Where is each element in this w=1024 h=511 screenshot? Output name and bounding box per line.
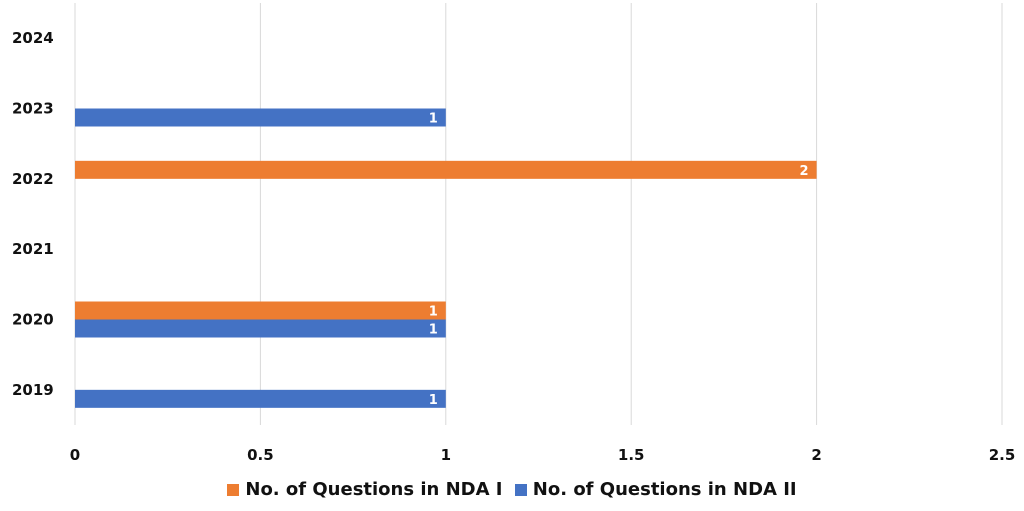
- bar-nda-2-2023[interactable]: [75, 108, 446, 127]
- bar-nda-2-2019[interactable]: [75, 389, 446, 408]
- gridlines: [74, 3, 1003, 425]
- y-tick-label: 2023: [12, 100, 54, 118]
- y-tick-label: 2020: [12, 311, 54, 329]
- legend-label-nda-2: No. of Questions in NDA II: [532, 479, 797, 500]
- bar-nda-1-2022[interactable]: [75, 160, 817, 179]
- x-tick-label: 2: [811, 446, 821, 464]
- y-tick-label: 2019: [12, 381, 54, 399]
- legend-swatch-nda-1: [227, 483, 240, 496]
- legend-item-nda-2[interactable]: No. of Questions in NDA II: [514, 479, 797, 500]
- x-tick-label: 2.5: [989, 446, 1016, 464]
- x-axis-labels: 0 0.5 1 1.5 2 2.5: [70, 446, 1016, 464]
- legend-swatch-nda-2: [514, 483, 527, 496]
- data-label: 1: [429, 305, 438, 320]
- y-tick-label: 2024: [12, 29, 54, 47]
- bars: 1 1 1 2 1: [75, 108, 817, 408]
- data-label: 1: [429, 112, 438, 127]
- legend: No. of Questions in NDA I No. of Questio…: [0, 479, 1024, 501]
- y-tick-label: 2022: [12, 170, 54, 188]
- legend-item-nda-1[interactable]: No. of Questions in NDA I: [227, 479, 503, 500]
- x-tick-label: 1.5: [618, 446, 645, 464]
- x-tick-label: 0.5: [247, 446, 274, 464]
- y-axis-labels: 2019 2020 2021 2022 2023 2024: [12, 29, 54, 399]
- bar-nda-1-2020[interactable]: [75, 301, 446, 320]
- legend-label-nda-1: No. of Questions in NDA I: [245, 479, 503, 500]
- data-label: 1: [429, 323, 438, 338]
- data-label: 2: [800, 164, 809, 179]
- y-tick-label: 2021: [12, 240, 54, 258]
- bar-nda-2-2020[interactable]: [75, 319, 446, 338]
- data-label: 1: [429, 393, 438, 408]
- x-tick-label: 1: [441, 446, 451, 464]
- x-tick-label: 0: [70, 446, 80, 464]
